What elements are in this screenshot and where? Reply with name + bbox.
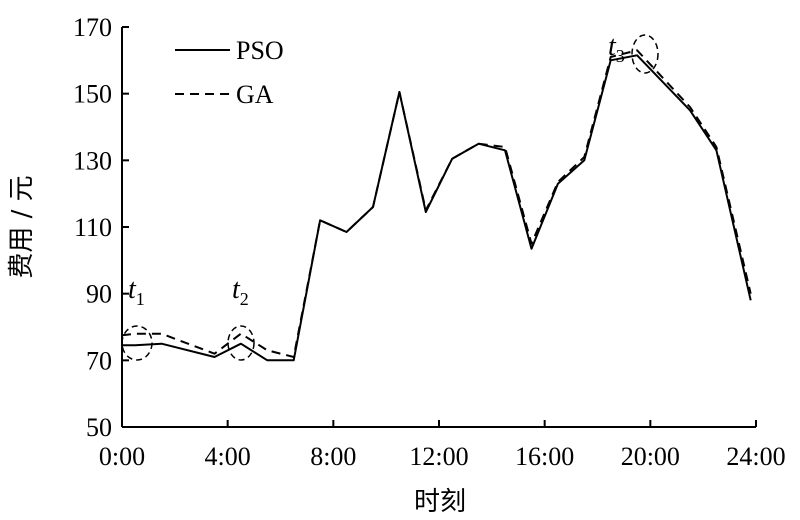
- y-axis-title: 费用 / 元: [7, 175, 37, 278]
- t3-label: t3: [608, 31, 625, 66]
- y-tick-label: 170: [73, 13, 112, 42]
- t2-label: t2: [232, 274, 249, 309]
- y-tick-label: 70: [86, 346, 112, 375]
- y-tick-label: 130: [73, 146, 112, 175]
- series-layer: [121, 49, 752, 362]
- x-ticks: 0:00 4:00 8:00 12:00 16:00 20:00 24:00: [99, 420, 786, 471]
- y-tick-label: 90: [86, 280, 112, 309]
- y-tick-label: 50: [86, 413, 112, 442]
- t2-highlight-circle: [227, 325, 255, 361]
- x-tick-label: 8:00: [310, 442, 356, 471]
- t3-highlight-circle: [631, 34, 659, 74]
- series-line-pso: [122, 54, 752, 362]
- series-line-ga: [121, 49, 752, 358]
- annotations: t1 t2 t3: [121, 31, 659, 361]
- x-tick-label: 16:00: [515, 442, 574, 471]
- x-tick-label: 4:00: [205, 442, 251, 471]
- t1-label: t1: [128, 274, 145, 309]
- x-tick-label: 12:00: [409, 442, 468, 471]
- axes: [121, 27, 756, 428]
- y-tick-label: 150: [73, 80, 112, 109]
- legend: PSO GA: [175, 36, 284, 109]
- x-tick-label: 0:00: [99, 442, 145, 471]
- x-axis-title: 时刻: [414, 487, 466, 517]
- x-tick-label: 24:00: [726, 442, 785, 471]
- t1-highlight-circle: [121, 325, 153, 361]
- y-ticks: 50 70 90 110 130 150 170: [73, 13, 129, 442]
- legend-label-pso: PSO: [236, 36, 284, 65]
- x-tick-label: 20:00: [621, 442, 680, 471]
- y-tick-label: 110: [74, 213, 112, 242]
- legend-label-ga: GA: [236, 80, 274, 109]
